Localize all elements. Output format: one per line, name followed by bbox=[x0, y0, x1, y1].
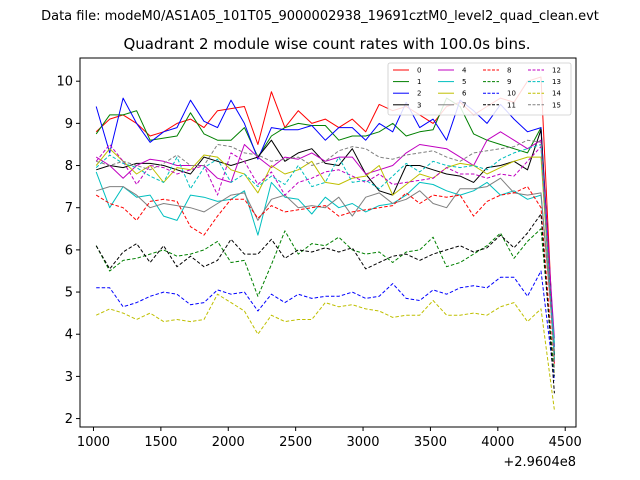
x-tick-label: 4500 bbox=[549, 435, 582, 450]
legend-label-1: 1 bbox=[417, 78, 421, 86]
chart-supertitle: Data file: modeM0/AS1A05_101T05_90000029… bbox=[41, 9, 599, 24]
x-tick-label: 2000 bbox=[212, 435, 245, 450]
series-line-11 bbox=[95, 213, 555, 394]
legend-label-14: 14 bbox=[552, 90, 561, 98]
legend-label-15: 15 bbox=[552, 101, 561, 109]
series-line-7 bbox=[96, 177, 555, 352]
series-line-10 bbox=[96, 270, 555, 381]
x-offset-label: +2.9604e8 bbox=[503, 455, 576, 470]
legend-label-4: 4 bbox=[462, 67, 467, 75]
x-tick-label: 3500 bbox=[414, 435, 447, 450]
legend-label-11: 11 bbox=[507, 101, 516, 109]
x-tick-label: 1500 bbox=[144, 435, 177, 450]
legend-label-5: 5 bbox=[462, 78, 466, 86]
axes-layer: 1000 1500 2000 2500 3000 3500 4000 4500 2 3 4 5 6 7 8 9… bbox=[56, 75, 581, 450]
y-tick-label: 6 bbox=[65, 243, 73, 258]
x-tick-label: 2500 bbox=[279, 435, 312, 450]
x-tick-label: 1000 bbox=[77, 435, 110, 450]
chart-title: Quadrant 2 module wise count rates with … bbox=[123, 35, 530, 53]
legend-frame bbox=[387, 62, 572, 116]
series-line-9 bbox=[95, 228, 555, 377]
legend-label-12: 12 bbox=[552, 67, 561, 75]
series-line-1 bbox=[95, 97, 555, 356]
series-line-6 bbox=[95, 148, 555, 360]
legend-label-7: 7 bbox=[462, 101, 466, 109]
plot-area bbox=[79, 57, 577, 428]
y-tick-label: 9 bbox=[65, 117, 73, 132]
series-line-12 bbox=[95, 144, 555, 364]
legend-label-8: 8 bbox=[507, 67, 511, 75]
y-tick-label: 3 bbox=[65, 370, 73, 385]
y-tick-label: 4 bbox=[65, 328, 73, 343]
legend-label-3: 3 bbox=[417, 101, 421, 109]
legend-label-2: 2 bbox=[417, 90, 421, 98]
y-tick-label: 10 bbox=[56, 75, 73, 90]
legend-label-9: 9 bbox=[507, 78, 511, 86]
legend-label-13: 13 bbox=[552, 78, 561, 86]
legend-label-10: 10 bbox=[507, 90, 516, 98]
series-line-4 bbox=[95, 131, 555, 339]
series-line-14 bbox=[95, 293, 555, 411]
x-tick-label: 4000 bbox=[481, 435, 514, 450]
series-line-3 bbox=[96, 129, 555, 356]
legend-label-0: 0 bbox=[417, 67, 421, 75]
y-tick-label: 2 bbox=[65, 412, 73, 427]
y-tick-label: 5 bbox=[65, 286, 73, 301]
x-tick-label: 3000 bbox=[346, 435, 379, 450]
y-tick-label: 7 bbox=[65, 201, 73, 216]
series-line-8 bbox=[95, 186, 555, 377]
y-tick-label: 8 bbox=[65, 159, 73, 174]
legend-label-6: 6 bbox=[462, 90, 467, 98]
